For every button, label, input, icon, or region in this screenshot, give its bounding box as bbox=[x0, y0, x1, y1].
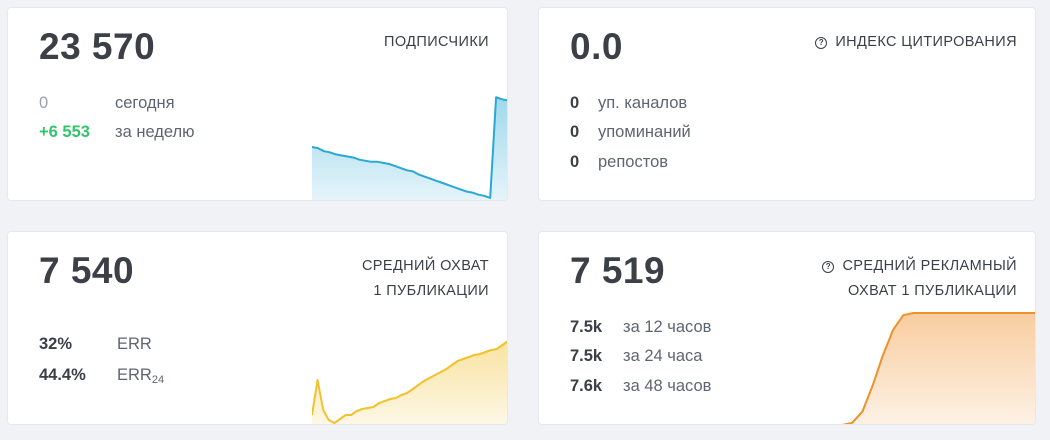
stat-label: за неделю bbox=[115, 123, 195, 141]
sparkline-area bbox=[846, 313, 1035, 424]
average-reach-card[interactable]: 7 540 СРЕДНИЙ ОХВАТ 1 ПУБЛИКАЦИИ 32% ERR … bbox=[7, 231, 508, 425]
stat-row-channels: 0 уп. каналов bbox=[570, 94, 687, 113]
question-circle-icon[interactable]: ? bbox=[822, 261, 835, 273]
stat-row-err: 32% ERR bbox=[39, 335, 152, 354]
stat-value: 0 bbox=[570, 123, 580, 141]
citation-index-sparkline bbox=[842, 188, 1036, 201]
stat-row-today: 0 сегодня bbox=[39, 94, 175, 113]
err-subscript: 24 bbox=[151, 374, 165, 386]
stat-value: 44.4% bbox=[39, 366, 86, 384]
subscribers-title: ПОДПИСЧИКИ bbox=[384, 34, 489, 50]
average-ad-reach-title-line2: ОХВАТ 1 ПУБЛИКАЦИИ bbox=[848, 283, 1017, 299]
subscribers-value: 23 570 bbox=[39, 26, 156, 67]
average-ad-reach-title-line1: СРЕДНИЙ РЕКЛАМНЫЙ bbox=[842, 258, 1017, 274]
citation-index-value: 0.0 bbox=[570, 26, 623, 67]
sparkline-area bbox=[312, 341, 507, 424]
stat-value: 7.5k bbox=[570, 347, 603, 365]
stat-value: 0 bbox=[570, 153, 580, 171]
stat-row-48h: 7.6k за 48 часов bbox=[570, 377, 711, 396]
stat-row-mentions: 0 упоминаний bbox=[570, 123, 691, 142]
stat-label: репостов bbox=[598, 153, 669, 171]
stat-label: сегодня bbox=[115, 94, 175, 112]
sparkline-line bbox=[312, 96, 507, 199]
subscribers-sparkline bbox=[312, 96, 507, 200]
sparkline-area bbox=[312, 97, 507, 200]
citation-index-title-text: ИНДЕКС ЦИТИРОВАНИЯ bbox=[835, 34, 1017, 50]
average-ad-reach-sparkline bbox=[842, 312, 1035, 424]
stat-row-err24: 44.4% ERR24 bbox=[39, 366, 164, 386]
stat-label: за 48 часов bbox=[623, 377, 712, 395]
stat-label: уп. каналов bbox=[598, 94, 688, 112]
average-ad-reach-value: 7 519 bbox=[570, 250, 666, 291]
err-label: ERR bbox=[117, 366, 152, 384]
stat-value: 32% bbox=[39, 335, 73, 353]
stat-label: за 12 часов bbox=[623, 318, 712, 336]
sparkline-line bbox=[842, 312, 1035, 424]
stat-row-12h: 7.5k за 12 часов bbox=[570, 318, 711, 337]
question-circle-icon[interactable]: ? bbox=[815, 37, 828, 49]
average-ad-reach-title: ? СРЕДНИЙ РЕКЛАМНЫЙ ОХВАТ 1 ПУБЛИКАЦИИ bbox=[822, 254, 1017, 304]
citation-index-card[interactable]: 0.0 ? ИНДЕКС ЦИТИРОВАНИЯ 0 уп. каналов 0 уп… bbox=[538, 7, 1036, 201]
average-reach-title-line1: СРЕДНИЙ ОХВАТ bbox=[361, 258, 489, 274]
stat-value: +6 553 bbox=[39, 123, 90, 141]
stat-value: 0 bbox=[570, 94, 580, 112]
stat-value: 7.5k bbox=[570, 318, 603, 336]
subscribers-card[interactable]: 23 570 ПОДПИСЧИКИ 0 сегодня +6 553 за неде… bbox=[7, 7, 508, 201]
stat-label: за 24 часа bbox=[623, 347, 703, 365]
stat-label: упоминаний bbox=[598, 123, 691, 141]
stat-label: ERR24 bbox=[117, 366, 164, 386]
sparkline-line bbox=[312, 340, 507, 424]
citation-index-title: ? ИНДЕКС ЦИТИРОВАНИЯ bbox=[815, 30, 1017, 55]
average-ad-reach-card[interactable]: 7 519 ? СРЕДНИЙ РЕКЛАМНЫЙ ОХВАТ 1 ПУБЛИКА… bbox=[538, 231, 1036, 425]
average-reach-sparkline bbox=[312, 340, 507, 424]
stat-row-week: +6 553 за неделю bbox=[39, 123, 195, 142]
stat-value: 7.6k bbox=[570, 377, 603, 395]
stat-row-reposts: 0 репостов bbox=[570, 153, 668, 172]
average-reach-title-line2: 1 ПУБЛИКАЦИИ bbox=[373, 283, 489, 299]
stat-label: ERR bbox=[117, 335, 152, 353]
average-reach-value: 7 540 bbox=[39, 250, 135, 291]
average-reach-title: СРЕДНИЙ ОХВАТ 1 ПУБЛИКАЦИИ bbox=[362, 254, 489, 304]
stat-row-24h: 7.5k за 24 часа bbox=[570, 347, 702, 366]
stat-value: 0 bbox=[39, 94, 49, 112]
